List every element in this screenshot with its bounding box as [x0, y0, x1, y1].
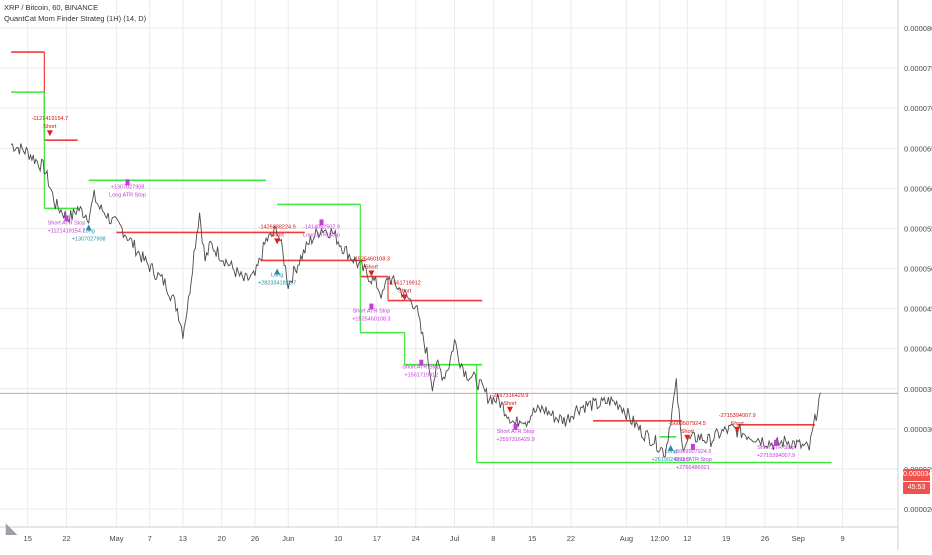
x-tick-label: 15 — [528, 534, 536, 543]
countdown-badge: 45:53 — [903, 482, 930, 494]
signal-label: Short — [503, 401, 517, 407]
stop-marker-icon — [125, 179, 130, 186]
signal-label: +1561719912 — [404, 373, 438, 379]
tradingview-logo-icon: ◣ — [6, 520, 17, 536]
x-tick-label: 12 — [683, 534, 691, 543]
signal-label: -5609507924.5 — [674, 449, 711, 455]
x-tick-label: 22 — [62, 534, 70, 543]
short-entry-arrow-icon — [506, 406, 513, 413]
signal-label: Short ATR Stop — [352, 309, 390, 315]
x-tick-label: 20 — [218, 534, 226, 543]
signal-label: +2597316429.9 — [496, 437, 534, 443]
x-tick-label: 7 — [148, 534, 152, 543]
signal-label: Short ATR Stop — [497, 429, 535, 435]
stop-marker-icon — [513, 423, 518, 430]
x-tick-label: Sep — [792, 534, 805, 543]
price-series-line — [10, 143, 821, 458]
x-tick-label: 24 — [412, 534, 420, 543]
signal-label: -1561719912 — [388, 281, 420, 287]
y-tick-label: 0.00007000 — [904, 104, 932, 113]
stop-marker-icon — [774, 439, 779, 446]
signal-label: Short — [398, 289, 412, 295]
signal-label: Short — [43, 124, 57, 130]
long-entry-arrow-icon — [274, 268, 281, 275]
signal-label: +2619024921.5 — [652, 457, 690, 463]
stop-marker-icon — [64, 215, 69, 222]
signal-label: Short — [271, 232, 285, 238]
long-entry-arrow-icon — [667, 444, 674, 451]
stop-marker-icon — [690, 443, 695, 450]
signal-label: -1121419154.7 — [32, 116, 69, 122]
indicator-title: QuantCat Mom Finder Strateg (1H) (14, D) — [4, 14, 147, 23]
signal-label: -1525460108.3 — [353, 256, 390, 262]
signal-label: -1414052502.9 — [303, 224, 340, 230]
stop-marker-icon — [419, 359, 424, 366]
x-tick-label: Jun — [282, 534, 294, 543]
x-tick-label: 26 — [761, 534, 769, 543]
signal-label: Short ATR Stop — [402, 365, 440, 371]
x-tick-label: 15 — [24, 534, 32, 543]
signal-label: -2715394007.9 — [719, 413, 756, 419]
long-entry-arrow-icon — [85, 224, 92, 231]
x-tick-label: 8 — [491, 534, 495, 543]
signal-label: Long ATR Stop — [303, 232, 340, 238]
y-tick-label: 0.00005500 — [904, 224, 932, 233]
x-tick-label: 10 — [334, 534, 342, 543]
signal-label: Long — [271, 273, 283, 279]
x-tick-label: 9 — [840, 534, 844, 543]
short-entry-arrow-icon — [368, 270, 375, 277]
signal-label: Long — [83, 228, 95, 234]
signal-label: -5609507924.5 — [669, 421, 706, 427]
signal-label: Short ATR Stop — [674, 457, 712, 463]
short-entry-arrow-icon — [274, 238, 281, 245]
signal-label: +1525460108.3 — [352, 317, 390, 323]
short-entry-arrow-icon — [46, 130, 53, 137]
y-tick-label: 0.00006500 — [904, 144, 932, 153]
y-tick-label: 0.00006000 — [904, 184, 932, 193]
x-tick-label: Aug — [620, 534, 633, 543]
short-entry-arrow-icon — [684, 434, 691, 441]
y-tick-label: 0.00003000 — [904, 425, 932, 434]
signal-label: Short — [681, 429, 695, 435]
signal-label: Short — [365, 264, 379, 270]
signal-label: Short ATR Stop — [48, 220, 86, 226]
signal-label: Short — [731, 421, 745, 427]
signal-label: Long ATR Stop — [109, 192, 146, 198]
x-tick-label: May — [109, 534, 123, 543]
symbol-title: XRP / Bitcoin, 60, BINANCE — [4, 3, 99, 12]
y-tick-label: 0.00008000 — [904, 24, 932, 33]
signal-label: +1121419154.7 — [48, 228, 86, 234]
signal-label: +2715394007.9 — [757, 453, 795, 459]
stop-marker-icon — [319, 219, 324, 226]
stop-marker-icon — [369, 303, 374, 310]
signal-label: +2823341825.7 — [258, 281, 296, 287]
x-tick-label: 13 — [179, 534, 187, 543]
short-entry-arrow-icon — [401, 294, 408, 301]
short-entry-arrow-icon — [734, 426, 741, 433]
x-tick-label: 19 — [722, 534, 730, 543]
y-tick-label: 0.00003500 — [904, 385, 932, 394]
x-tick-label: 12:00 — [650, 534, 669, 543]
signal-label: -1426888224.9 — [259, 224, 296, 230]
y-tick-label: 0.00004000 — [904, 345, 932, 354]
y-tick-label: 0.00007500 — [904, 64, 932, 73]
y-tick-label: 0.00002000 — [904, 505, 932, 514]
signal-label: +1307027908 — [72, 236, 106, 242]
signal-label: -2597316429.9 — [491, 393, 528, 399]
signal-label: Long — [665, 449, 677, 455]
signal-label: Short ATR Stop — [757, 445, 795, 451]
x-tick-label: 17 — [373, 534, 381, 543]
signal-label: +1307027908 — [111, 184, 145, 190]
signal-label: +2766486921 — [676, 465, 710, 471]
x-tick-label: Jul — [450, 534, 460, 543]
y-tick-label: 0.00004500 — [904, 305, 932, 314]
y-tick-label: 0.00005000 — [904, 265, 932, 274]
x-tick-label: 26 — [251, 534, 259, 543]
x-tick-label: 22 — [567, 534, 575, 543]
last-price-badge: 0.00003443 — [903, 469, 932, 481]
